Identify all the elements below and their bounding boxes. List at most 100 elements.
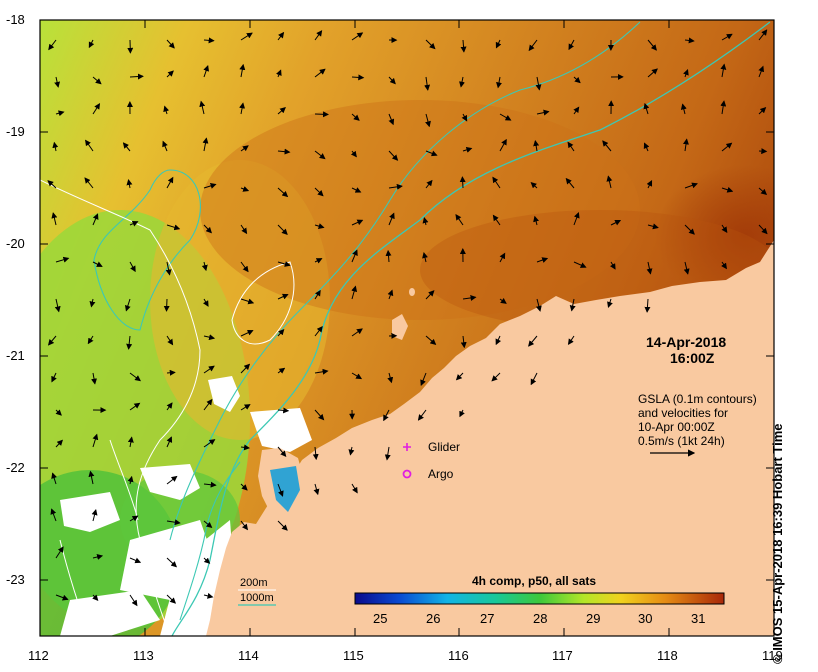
velocity-arrow-icon <box>92 213 99 226</box>
velocity-arrow-icon <box>203 65 210 78</box>
contour-200m <box>40 179 201 636</box>
lon-tick: 117 <box>552 648 573 663</box>
velocity-arrow-icon <box>492 176 501 189</box>
velocity-arrow-icon <box>385 249 392 263</box>
lat-tick: -19 <box>6 124 25 139</box>
velocity-arrow-icon <box>55 439 63 448</box>
velocity-arrow-icon <box>203 439 216 448</box>
velocity-arrow-icon <box>721 224 728 234</box>
velocity-arrow-icon <box>536 109 550 116</box>
velocity-arrow-icon <box>350 150 357 158</box>
velocity-arrow-icon <box>573 211 580 226</box>
velocity-arrow-icon <box>314 30 323 41</box>
velocity-arrow-icon <box>276 69 282 78</box>
velocity-arrow-icon <box>166 224 181 231</box>
velocity-arrow-icon <box>240 145 249 152</box>
velocity-arrow-icon <box>422 217 429 226</box>
map-time: 16:00Z <box>670 350 715 366</box>
velocity-arrow-icon <box>52 141 59 152</box>
velocity-arrow-icon <box>314 409 325 421</box>
velocity-arrow-icon <box>50 508 57 522</box>
velocity-arrow-icon <box>122 142 131 152</box>
velocity-arrow-icon <box>89 298 96 308</box>
velocity-arrow-icon <box>387 372 394 384</box>
velocity-arrow-icon <box>277 446 287 457</box>
velocity-arrow-icon <box>388 113 395 126</box>
plot-frame <box>39 19 775 637</box>
velocity-arrow-icon <box>535 298 542 312</box>
velocity-arrow-icon <box>499 113 512 121</box>
velocity-arrow-icon <box>240 444 250 451</box>
velocity-arrow-icon <box>721 142 733 152</box>
velocity-arrow-icon <box>127 436 134 448</box>
argo-label: Argo <box>428 467 454 481</box>
velocity-arrow-icon <box>388 76 396 85</box>
lat-tick: -22 <box>6 460 25 475</box>
latitude-axis: -18 -19 -20 -21 -22 -23 <box>6 12 25 587</box>
velocity-arrow-icon <box>351 219 364 226</box>
lat-tick: -23 <box>6 572 25 587</box>
velocity-arrow-icon <box>425 150 438 157</box>
lat-tick: -20 <box>6 236 25 251</box>
velocity-arrow-icon <box>92 103 101 115</box>
velocity-arrow-icon <box>643 102 650 115</box>
glider-label: Glider <box>428 440 460 454</box>
velocity-arrow-icon <box>647 68 658 78</box>
velocity-arrow-icon <box>683 68 689 78</box>
velocity-arrow-icon <box>240 298 255 305</box>
velocity-arrow-icon <box>203 398 213 411</box>
velocity-arrow-icon <box>459 76 465 88</box>
velocity-arrow-icon <box>387 289 394 300</box>
lon-tick: 114 <box>238 648 259 663</box>
velocity-arrow-icon <box>127 475 134 485</box>
contour-1000m <box>171 21 771 636</box>
depth-1000-label: 1000m <box>240 592 274 604</box>
velocity-arrow-icon <box>606 175 613 189</box>
velocity-arrow-icon <box>758 187 768 196</box>
velocity-arrow-icon <box>610 220 622 226</box>
velocity-arrow-icon <box>202 298 209 307</box>
velocity-arrow-icon <box>203 224 212 234</box>
land-mass <box>206 240 774 636</box>
velocity-arrow-icon <box>644 298 651 313</box>
velocity-arrow-icon <box>277 293 289 300</box>
velocity-arrow-icon <box>314 326 323 337</box>
velocity-arrow-icon <box>496 76 502 89</box>
velocity-arrow-icon <box>462 147 473 153</box>
velocity-arrow-icon <box>462 295 477 301</box>
velocity-arrow-icon <box>277 31 285 41</box>
velocity-arrow-icon <box>351 483 358 494</box>
velocity-arrow-icon <box>422 252 428 263</box>
legend-line: GSLA (0.1m contours) <box>638 392 757 406</box>
velocity-arrow-icon <box>573 261 587 268</box>
velocity-arrow-icon <box>55 256 70 263</box>
velocity-arrow-icon <box>384 446 391 461</box>
velocity-arrow-icon <box>683 261 690 275</box>
velocity-arrow-icon <box>240 483 248 491</box>
velocity-arrow-icon <box>240 224 248 235</box>
velocity-arrow-icon <box>166 369 176 376</box>
velocity-arrow-icon <box>351 74 365 81</box>
colorbar-tick: 27 <box>480 611 494 626</box>
velocity-arrow-icon <box>129 402 141 411</box>
velocity-arrow-icon <box>277 148 291 155</box>
velocity-arrow-icon <box>48 39 57 51</box>
velocity-arrow-icon <box>240 404 251 411</box>
velocity-arrow-icon <box>528 39 538 52</box>
velocity-arrow-icon <box>720 63 727 78</box>
velocity-arrow-icon <box>162 140 168 152</box>
velocity-arrow-icon <box>684 224 695 235</box>
velocity-arrow-icon <box>499 297 507 304</box>
map-date: 14-Apr-2018 <box>646 334 726 350</box>
lon-tick: 119 <box>762 648 783 663</box>
velocity-arrow-icon <box>351 32 364 41</box>
velocity-arrow-icon <box>277 367 286 374</box>
velocity-arrow-icon <box>425 290 435 300</box>
velocity-arrow-icon <box>455 372 464 381</box>
velocity-arrow-icon <box>129 515 139 522</box>
velocity-arrow-icon <box>277 483 284 497</box>
velocity-arrow-icon <box>85 139 94 152</box>
velocity-arrow-icon <box>129 73 144 80</box>
velocity-arrow-icon <box>533 140 540 152</box>
velocity-arrow-icon <box>203 37 215 44</box>
